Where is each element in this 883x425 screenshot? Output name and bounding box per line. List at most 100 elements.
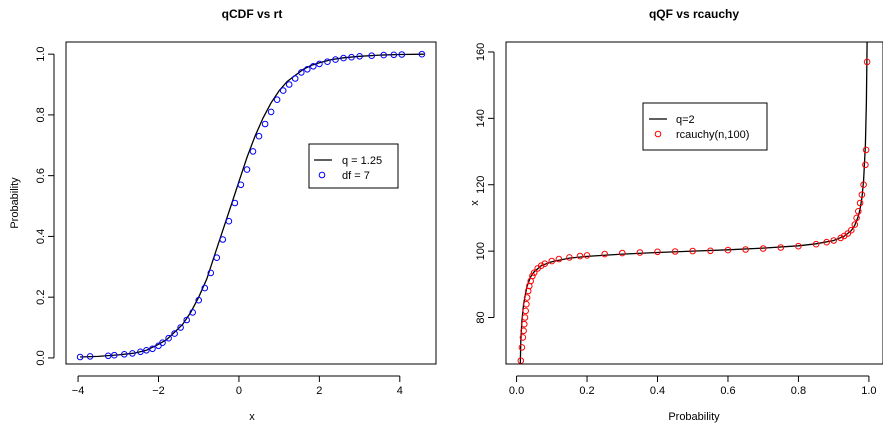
- right-x-axis-label: Probability: [668, 411, 720, 423]
- data-point: [759, 245, 767, 252]
- data-point: [285, 81, 293, 88]
- data-point: [273, 96, 281, 103]
- data-point: [812, 240, 820, 248]
- data-point: [654, 248, 661, 256]
- data-point: [380, 51, 388, 59]
- data-point: [237, 181, 245, 189]
- data-point: [159, 339, 166, 347]
- y-tick-label: 120: [475, 176, 487, 194]
- right-legend-label-points: rcauchy(n,100): [676, 129, 749, 141]
- x-tick-label: −2: [152, 385, 165, 397]
- data-point: [548, 257, 556, 265]
- data-point: [398, 51, 406, 58]
- data-point: [844, 230, 852, 237]
- data-point: [310, 63, 317, 70]
- data-point: [231, 199, 239, 207]
- x-tick-label: 0.8: [791, 385, 806, 397]
- data-point: [566, 254, 573, 261]
- data-point: [858, 191, 866, 198]
- left-legend-box: [308, 143, 399, 189]
- data-point: [851, 221, 859, 228]
- data-point: [523, 294, 531, 301]
- right-chart-title: qQF vs rcauchy: [649, 7, 739, 21]
- data-point: [201, 284, 209, 292]
- x-tick-label: 0.0: [509, 385, 524, 397]
- right-y-axis-label: x: [469, 200, 481, 206]
- y-tick-label: 140: [475, 109, 487, 127]
- data-point: [267, 108, 275, 116]
- data-point: [530, 269, 538, 277]
- y-tick-label: 0.0: [35, 350, 47, 365]
- data-point: [368, 52, 376, 60]
- data-point: [143, 347, 150, 354]
- left-y-axis-label: Probability: [9, 177, 21, 229]
- data-point: [183, 316, 190, 324]
- left-legend-point-swatch: [318, 171, 326, 179]
- data-point: [518, 344, 526, 351]
- left-legend: q = 1.25 df = 7: [308, 143, 399, 189]
- data-point: [324, 58, 331, 66]
- data-point: [291, 75, 299, 82]
- data-point: [529, 272, 536, 280]
- data-point: [853, 214, 860, 222]
- right-legend-box: [642, 102, 768, 151]
- data-point: [848, 226, 855, 234]
- data-point: [830, 237, 838, 244]
- data-point: [418, 50, 426, 58]
- data-point: [671, 248, 679, 255]
- data-point: [121, 351, 128, 358]
- data-point: [519, 334, 527, 341]
- data-point: [521, 314, 529, 321]
- y-tick-label: 100: [475, 242, 487, 260]
- data-point: [742, 246, 749, 253]
- y-tick-label: 0.6: [35, 168, 47, 183]
- data-point: [777, 244, 785, 251]
- data-point: [520, 327, 527, 335]
- data-point: [155, 342, 162, 350]
- y-tick-label: 0.2: [35, 290, 47, 305]
- data-point: [316, 60, 323, 68]
- data-point: [104, 352, 112, 360]
- x-tick-label: 4: [397, 385, 403, 397]
- data-point: [243, 166, 251, 173]
- x-tick-label: 0.4: [650, 385, 665, 397]
- data-point: [111, 351, 118, 359]
- data-point: [523, 300, 530, 308]
- series-line-0-0: [80, 53, 424, 358]
- x-tick-label: 0.6: [720, 385, 735, 397]
- data-point: [707, 247, 714, 255]
- data-point: [795, 242, 802, 250]
- data-point: [521, 320, 528, 328]
- data-point: [689, 247, 697, 255]
- y-tick-label: 0.4: [35, 229, 47, 244]
- data-point: [86, 353, 94, 360]
- data-point: [356, 53, 363, 60]
- data-point: [76, 353, 84, 361]
- x-tick-label: 1.0: [861, 385, 876, 397]
- data-point: [165, 334, 172, 342]
- left-x-axis-label: x: [249, 411, 255, 423]
- right-legend-label-line: q=2: [676, 114, 695, 126]
- data-point: [636, 249, 644, 256]
- data-point: [340, 54, 347, 62]
- data-point: [583, 252, 591, 259]
- data-point: [390, 51, 398, 59]
- data-point: [189, 309, 196, 316]
- data-point: [219, 236, 227, 243]
- left-panel: qCDF vs rt −4 −2 0 2 4 0.00.20.40.60.81.0 x …: [9, 7, 437, 423]
- y-tick-label: 0.8: [35, 107, 47, 122]
- data-point: [860, 181, 867, 188]
- x-tick-label: 2: [316, 385, 322, 397]
- data-point: [837, 234, 845, 242]
- series-line-1-0: [519, 41, 868, 365]
- data-point: [129, 350, 136, 357]
- x-tick-label: 0: [236, 385, 242, 397]
- data-point: [279, 87, 287, 94]
- data-point: [724, 246, 732, 254]
- data-point: [522, 307, 530, 315]
- data-point: [601, 250, 609, 258]
- data-point: [177, 324, 184, 331]
- data-point: [255, 132, 263, 140]
- data-point: [171, 330, 178, 337]
